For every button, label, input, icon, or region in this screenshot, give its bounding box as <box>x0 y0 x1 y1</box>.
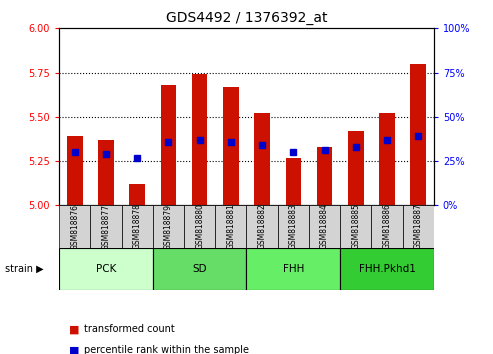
FancyBboxPatch shape <box>278 205 309 248</box>
Text: ■: ■ <box>69 324 79 334</box>
Text: transformed count: transformed count <box>84 324 175 334</box>
Text: percentile rank within the sample: percentile rank within the sample <box>84 346 249 354</box>
Text: PCK: PCK <box>96 264 116 274</box>
Text: GSM818885: GSM818885 <box>352 204 360 250</box>
Text: GDS4492 / 1376392_at: GDS4492 / 1376392_at <box>166 11 327 25</box>
FancyBboxPatch shape <box>59 205 90 248</box>
FancyBboxPatch shape <box>246 248 340 290</box>
Bar <box>379 113 395 205</box>
FancyBboxPatch shape <box>340 248 434 290</box>
FancyBboxPatch shape <box>59 248 153 290</box>
Text: SD: SD <box>192 264 207 274</box>
Bar <box>410 64 426 205</box>
Text: GSM818883: GSM818883 <box>289 204 298 250</box>
Text: GSM818882: GSM818882 <box>258 204 267 250</box>
FancyBboxPatch shape <box>153 205 184 248</box>
Bar <box>317 147 332 205</box>
FancyBboxPatch shape <box>215 205 246 248</box>
Text: GSM818876: GSM818876 <box>70 204 79 250</box>
Bar <box>98 140 114 205</box>
Text: GSM818877: GSM818877 <box>102 204 110 250</box>
FancyBboxPatch shape <box>153 248 246 290</box>
FancyBboxPatch shape <box>246 205 278 248</box>
FancyBboxPatch shape <box>403 205 434 248</box>
Bar <box>348 131 363 205</box>
Text: FHH.Pkhd1: FHH.Pkhd1 <box>358 264 416 274</box>
FancyBboxPatch shape <box>309 205 340 248</box>
FancyBboxPatch shape <box>122 205 153 248</box>
Text: ■: ■ <box>69 346 79 354</box>
Bar <box>285 158 301 205</box>
Text: GSM818886: GSM818886 <box>383 204 391 250</box>
FancyBboxPatch shape <box>371 205 403 248</box>
Text: GSM818878: GSM818878 <box>133 204 141 250</box>
Text: GSM818879: GSM818879 <box>164 204 173 250</box>
Text: GSM818887: GSM818887 <box>414 204 423 250</box>
Bar <box>67 136 83 205</box>
Text: GSM818880: GSM818880 <box>195 204 204 250</box>
Bar <box>223 87 239 205</box>
Text: GSM818881: GSM818881 <box>226 204 235 250</box>
Bar <box>254 113 270 205</box>
Bar <box>161 85 176 205</box>
Text: GSM818884: GSM818884 <box>320 204 329 250</box>
Bar <box>192 74 208 205</box>
FancyBboxPatch shape <box>184 205 215 248</box>
Bar <box>129 184 145 205</box>
Text: FHH: FHH <box>282 264 304 274</box>
FancyBboxPatch shape <box>340 205 371 248</box>
FancyBboxPatch shape <box>90 205 122 248</box>
Text: strain ▶: strain ▶ <box>5 264 43 274</box>
